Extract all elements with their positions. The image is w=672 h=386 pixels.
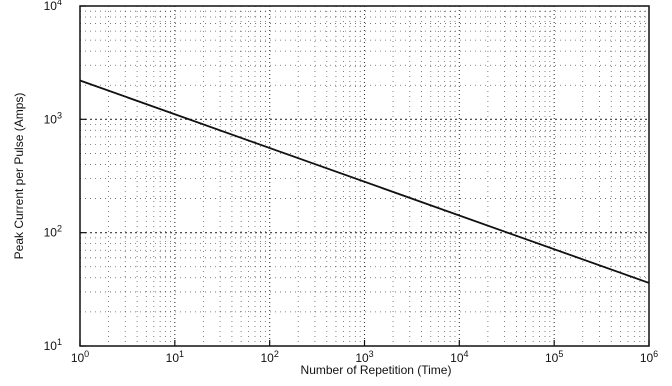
y-tick-label: 102 [44, 224, 62, 240]
y-tick-label: 104 [44, 0, 62, 13]
y-tick-label: 103 [44, 110, 62, 126]
y-tick-label: 101 [44, 337, 62, 353]
x-tick-label: 105 [545, 349, 563, 365]
series-layer [79, 79, 650, 284]
series-line [79, 79, 650, 284]
grid [79, 6, 649, 347]
x-axis-label: Number of Repetition (Time) [301, 363, 452, 377]
x-tick-label: 100 [71, 349, 89, 365]
y-axis-ticks: 101 102 103 104 [44, 0, 86, 353]
x-tick-label: 101 [166, 349, 184, 365]
x-tick-label: 106 [640, 349, 658, 365]
y-axis-label: Peak Current per Pulse (Amps) [12, 93, 26, 260]
x-axis-ticks: 100 101 102 103 104 105 106 [71, 340, 658, 365]
x-tick-label: 103 [355, 349, 373, 365]
x-tick-label: 102 [260, 349, 278, 365]
x-tick-label: 104 [450, 349, 468, 365]
